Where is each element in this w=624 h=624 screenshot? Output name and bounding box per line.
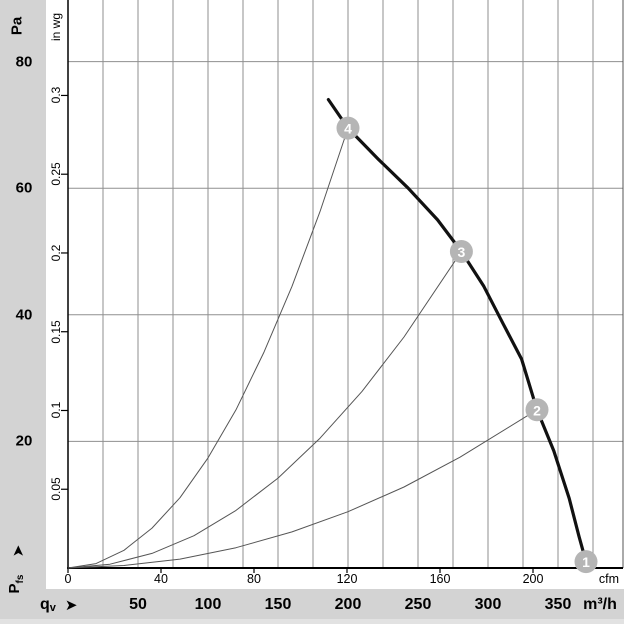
cfm-tick-label: 120 bbox=[336, 572, 358, 586]
operating-point-marker-2 bbox=[525, 398, 549, 422]
m3h-tick-label: 150 bbox=[264, 596, 292, 613]
operating-point-number-3: 3 bbox=[458, 244, 466, 260]
cfm-tick-label: 0 bbox=[64, 572, 72, 586]
pa-tick-label: 80 bbox=[15, 53, 33, 71]
inwg-tick-label: 0.25 bbox=[49, 162, 63, 186]
cfm-tick-label: 160 bbox=[429, 572, 451, 586]
x-axis-unit-m3h: m³/h bbox=[583, 596, 617, 613]
fan-curve bbox=[326, 97, 588, 564]
operating-point-number-1: 1 bbox=[582, 554, 590, 570]
pfs-subscript: fs bbox=[15, 574, 26, 584]
operating-point-marker-4 bbox=[336, 116, 360, 140]
x-axis-unit-cfm: cfm bbox=[598, 572, 620, 586]
inwg-tick-label: 0.15 bbox=[49, 320, 63, 344]
pfs-main: P bbox=[6, 583, 23, 594]
pressure-axis-arrow-icon: ➤ bbox=[10, 544, 27, 558]
m3h-tick-label: 100 bbox=[194, 596, 222, 613]
operating-point-number-2: 2 bbox=[533, 402, 541, 418]
qv-subscript: v bbox=[49, 602, 56, 614]
m3h-tick-label: 350 bbox=[544, 596, 572, 613]
cfm-tick-label: 80 bbox=[247, 572, 261, 586]
inwg-tick-label: 0.05 bbox=[49, 477, 63, 501]
cfm-tick-label: 200 bbox=[522, 572, 544, 586]
inwg-tick-label: 0.1 bbox=[49, 402, 63, 419]
pa-tick-label: 40 bbox=[15, 306, 33, 324]
m3h-tick-label: 250 bbox=[404, 596, 432, 613]
m3h-tick-label: 200 bbox=[334, 596, 362, 613]
system-curve-to-point-3 bbox=[67, 251, 462, 569]
y-axis-symbol-pfs: Pfs bbox=[6, 575, 26, 594]
m3h-tick-label: 300 bbox=[474, 596, 502, 613]
qv-main: q bbox=[40, 596, 50, 613]
operating-point-marker-1 bbox=[574, 550, 598, 574]
flow-direction-arrow-icon: ➤ bbox=[64, 597, 78, 614]
operating-point-number-4: 4 bbox=[344, 121, 352, 137]
x-axis-symbol-qv: q v ➤ bbox=[40, 595, 77, 614]
cfm-tick-label: 40 bbox=[154, 572, 168, 586]
inwg-tick-label: 0.2 bbox=[49, 244, 63, 262]
inwg-tick-label: 0.3 bbox=[49, 87, 63, 104]
m3h-tick-label: 50 bbox=[129, 596, 147, 613]
pa-tick-label: 60 bbox=[15, 179, 33, 197]
plot-panel bbox=[46, 0, 624, 589]
y-axis-unit-pa: Pa bbox=[8, 16, 26, 36]
operating-point-marker-3 bbox=[449, 240, 473, 263]
bottom-axis-strip bbox=[0, 589, 624, 619]
system-curve-to-point-4 bbox=[67, 127, 349, 569]
bottom-edge-strip bbox=[0, 619, 624, 624]
system-curve-to-point-2 bbox=[67, 409, 538, 569]
pa-tick-label: 20 bbox=[15, 432, 33, 450]
y-axis-unit-inwg: in wg bbox=[49, 12, 63, 42]
